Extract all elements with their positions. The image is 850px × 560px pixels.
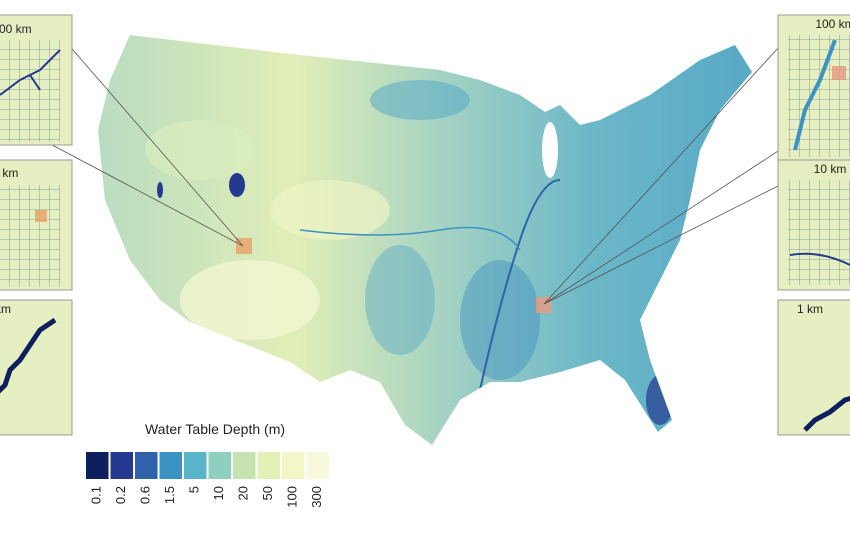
legend-label: 20 xyxy=(236,486,251,500)
inset-label: 100 km xyxy=(815,17,850,31)
legend-label: 0.2 xyxy=(113,486,128,504)
legend-swatch xyxy=(135,452,158,479)
legend-label: 10 xyxy=(211,486,226,500)
legend-title: Water Table Depth (m) xyxy=(145,421,285,437)
legend-label: 1.5 xyxy=(162,486,177,504)
legend-swatch xyxy=(257,452,280,479)
inset-label: 1 km xyxy=(797,302,823,316)
us-map xyxy=(98,35,752,445)
legend-label: 0.1 xyxy=(89,486,104,504)
legend-swatch xyxy=(110,452,133,479)
zoom-marker xyxy=(536,297,552,313)
legend-swatch xyxy=(159,452,182,479)
inset-label: 10 km xyxy=(814,162,847,176)
legend-swatch xyxy=(233,452,256,479)
legend-label: 300 xyxy=(309,486,324,508)
inset-label: 100 km xyxy=(0,22,32,36)
left-insets: 100 km 10 km 1 km xyxy=(0,14,73,436)
legend-swatch xyxy=(306,452,329,479)
legend: 0.1 0.2 0.6 1.5 5 10 20 50 100 300 xyxy=(86,452,329,508)
legend-swatch xyxy=(282,452,305,479)
legend-label: 0.6 xyxy=(138,486,153,504)
inset-label: 1 km xyxy=(0,302,11,316)
legend-swatch xyxy=(184,452,207,479)
legend-swatch xyxy=(86,452,109,479)
legend-label: 100 xyxy=(285,486,300,508)
right-insets: 100 km 10 km 1 km xyxy=(777,14,850,436)
legend-label: 50 xyxy=(260,486,275,500)
inset-label: 10 km xyxy=(0,166,18,180)
legend-label: 5 xyxy=(187,486,202,493)
legend-swatch xyxy=(208,452,231,479)
